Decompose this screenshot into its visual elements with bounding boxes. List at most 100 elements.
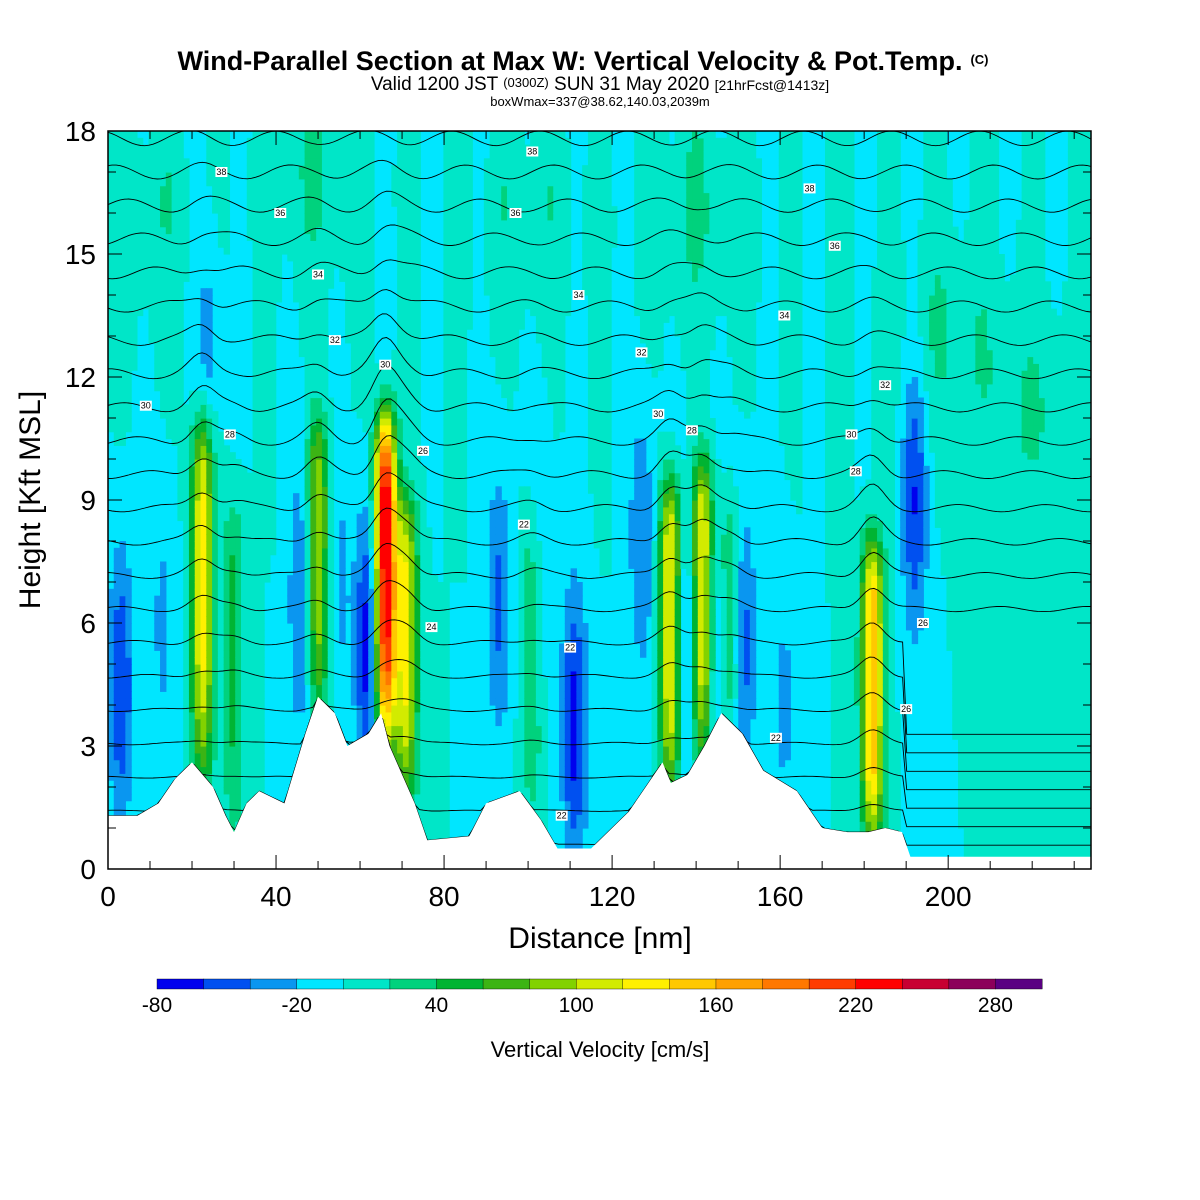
velocity-cell (408, 459, 416, 467)
velocity-cell (108, 219, 115, 228)
velocity-cell (304, 664, 311, 672)
velocity-cell (252, 616, 259, 624)
velocity-cell (252, 568, 259, 576)
velocity-cell (460, 424, 468, 433)
velocity-cell (466, 308, 473, 317)
velocity-cell (443, 787, 450, 795)
velocity-cell (414, 240, 421, 248)
velocity-cell (171, 199, 178, 207)
velocity-cell (379, 493, 387, 501)
velocity-cell (489, 698, 497, 706)
velocity-cell (258, 172, 265, 180)
velocity-cell (495, 527, 502, 535)
velocity-cell (524, 295, 531, 303)
velocity-cell (229, 520, 236, 528)
velocity-cell (229, 711, 236, 720)
velocity-cell (125, 404, 132, 412)
velocity-cell (402, 677, 410, 686)
velocity-cell (177, 390, 184, 399)
velocity-cell (397, 342, 404, 351)
velocity-cell (113, 582, 121, 590)
velocity-cell (547, 322, 554, 330)
velocity-cell (160, 131, 167, 139)
velocity-cell (240, 793, 248, 802)
velocity-cell (212, 670, 219, 679)
velocity-cell (460, 301, 468, 310)
velocity-cell (385, 547, 392, 556)
velocity-cell (200, 479, 207, 487)
velocity-cell (333, 172, 340, 180)
velocity-cell (160, 595, 167, 604)
velocity-cell (252, 226, 259, 235)
velocity-cell (304, 541, 311, 549)
velocity-cell (321, 527, 329, 535)
velocity-cell (391, 582, 398, 590)
velocity-cell (310, 165, 317, 173)
velocity-cell (495, 575, 502, 583)
velocity-cell (217, 759, 225, 768)
velocity-cell (368, 650, 375, 658)
velocity-cell (530, 616, 537, 624)
velocity-cell (258, 137, 265, 146)
velocity-cell (113, 247, 121, 255)
velocity-cell (460, 336, 468, 344)
velocity-cell (321, 486, 329, 494)
velocity-cell (142, 233, 150, 241)
velocity-cell (165, 356, 173, 364)
velocity-cell (108, 247, 115, 255)
velocity-cell (443, 363, 450, 371)
velocity-cell (212, 534, 219, 542)
velocity-cell (113, 397, 121, 405)
velocity-cell (356, 411, 364, 419)
velocity-cell (489, 206, 497, 214)
velocity-cell (397, 233, 404, 241)
velocity-cell (541, 807, 549, 815)
velocity-cell (229, 718, 236, 727)
velocity-cell (408, 698, 416, 706)
velocity-cell (212, 137, 219, 146)
velocity-cell (373, 465, 381, 474)
velocity-cell (402, 390, 410, 399)
velocity-cell (454, 226, 462, 235)
velocity-cell (501, 506, 508, 515)
velocity-cell (535, 226, 543, 235)
velocity-cell (108, 172, 115, 180)
velocity-cell (183, 561, 190, 569)
velocity-cell (524, 629, 531, 638)
velocity-cell (379, 602, 387, 610)
velocity-cell (501, 172, 508, 180)
velocity-cell (252, 322, 259, 330)
velocity-cell (136, 151, 144, 159)
velocity-cell (125, 424, 132, 433)
velocity-cell (217, 650, 225, 658)
velocity-cell (264, 274, 271, 282)
velocity-cell (217, 629, 225, 638)
velocity-cell (408, 213, 416, 221)
velocity-cell (258, 315, 265, 323)
velocity-cell (350, 390, 358, 399)
velocity-cell (298, 274, 306, 282)
velocity-cell (252, 705, 259, 713)
velocity-cell (131, 336, 138, 344)
velocity-cell (460, 247, 468, 255)
velocity-cell (246, 752, 254, 761)
velocity-cell (426, 834, 433, 843)
velocity-cell (535, 773, 543, 781)
velocity-cell (541, 732, 549, 740)
velocity-cell (206, 411, 213, 419)
velocity-cell (518, 151, 525, 159)
velocity-cell (252, 459, 259, 467)
velocity-cell (183, 254, 190, 262)
velocity-cell (177, 513, 184, 522)
velocity-cell (177, 479, 184, 487)
velocity-cell (183, 575, 190, 583)
velocity-cell (443, 397, 450, 405)
velocity-cell (258, 226, 265, 235)
velocity-cell (269, 336, 277, 344)
velocity-cell (154, 192, 161, 200)
velocity-cell (252, 670, 259, 679)
velocity-cell (165, 247, 173, 255)
velocity-cell (316, 390, 323, 399)
velocity-cell (345, 301, 352, 310)
